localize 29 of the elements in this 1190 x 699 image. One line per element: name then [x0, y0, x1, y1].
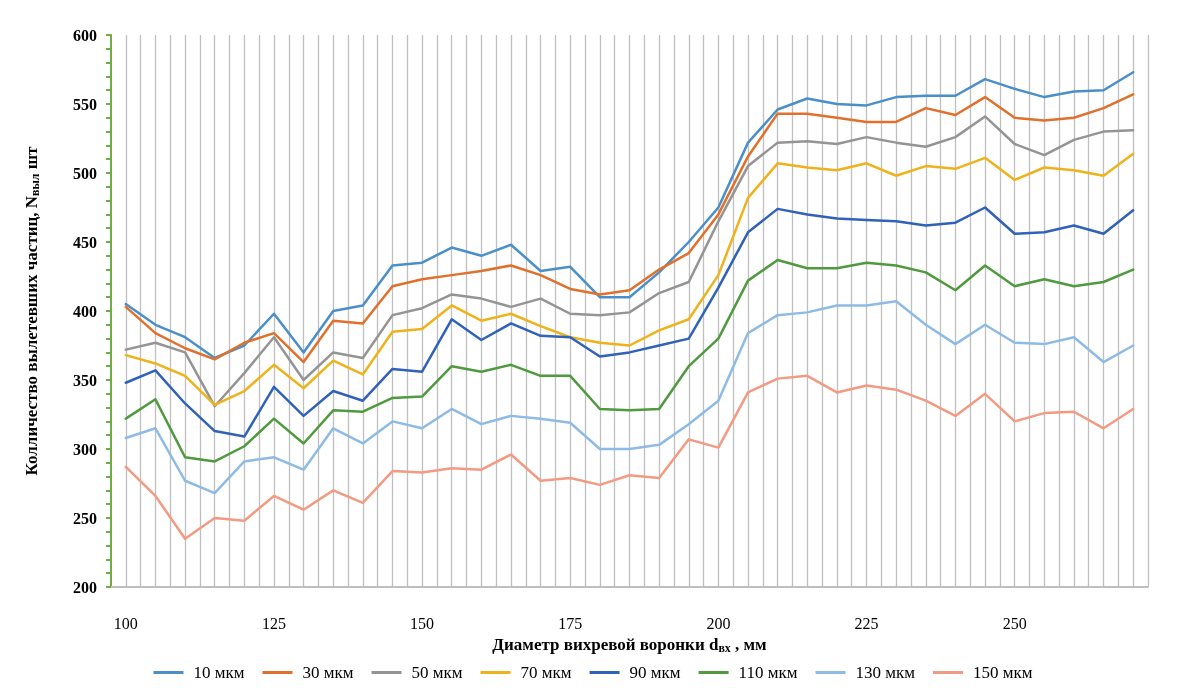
x-tick-label: 200 — [706, 614, 731, 632]
y-tick-label: 250 — [73, 509, 97, 527]
line-series — [124, 206, 1135, 438]
legend-label: 130 мкм — [855, 663, 916, 682]
x-tick-label: 175 — [558, 614, 583, 632]
y-tick-label: 600 — [73, 26, 97, 44]
x-tick-label: 100 — [113, 614, 138, 632]
x-tick-label: 150 — [410, 614, 435, 632]
legend-label: 30 мкм — [302, 663, 354, 682]
y-axis-title: Колличество вылетевших частиц, Nвыл шт — [22, 145, 42, 476]
y-tick-label: 500 — [73, 164, 97, 182]
y-tick-label: 400 — [73, 302, 97, 320]
line-series — [124, 300, 1135, 495]
y-tick-label: 550 — [73, 95, 97, 113]
legend-label: 110 мкм — [738, 663, 798, 682]
y-tick-label: 200 — [73, 578, 97, 596]
legend-label: 90 мкм — [629, 663, 681, 682]
x-tick-label: 125 — [261, 614, 286, 632]
x-tick-label: 225 — [854, 614, 879, 632]
legend-label: 70 мкм — [520, 663, 572, 682]
y-tick-label: 350 — [73, 371, 97, 389]
x-tick-label: 250 — [1002, 614, 1027, 632]
y-tick-label: 300 — [73, 440, 97, 458]
legend-label: 150 мкм — [973, 663, 1033, 682]
line-series — [124, 258, 1135, 463]
y-tick-label: 450 — [73, 233, 97, 251]
legend-label: 50 мкм — [411, 663, 463, 682]
line-series — [124, 374, 1135, 540]
legend-label: 10 мкм — [193, 663, 245, 682]
